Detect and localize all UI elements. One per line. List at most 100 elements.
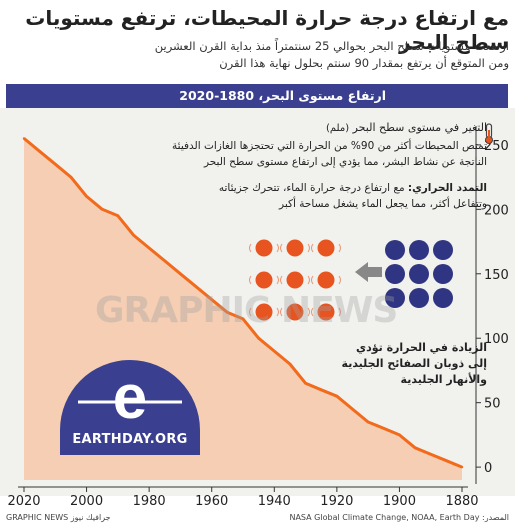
heat-line-2: الناتجة عن نشاط البشر، مما يؤدي إلى ارتف… (203, 156, 487, 168)
vibration-mark (249, 275, 279, 285)
subtitle-line-2: ومن المتوقع أن يرتفع بمقدار 90 سنتم بحلو… (219, 56, 509, 70)
y-tick-label: 200 (484, 203, 509, 218)
x-tick-label: 1920 (320, 494, 353, 509)
arrow-left-icon (355, 262, 382, 282)
credit: جرافيك نيوز GRAPHIC NEWS (6, 513, 111, 522)
hot-molecule (317, 271, 335, 289)
watermark: GRAPHIC NEWS (95, 290, 398, 331)
thermal-title: التمدد الحراري: (407, 182, 487, 194)
cold-molecule (409, 264, 429, 284)
hot-molecules (249, 239, 341, 321)
thermal-line-2: وتتفاعل أكثر، مما يجعل الماء يشغل مساحة … (279, 198, 487, 210)
data-point (445, 459, 448, 462)
vibration-mark (311, 275, 341, 285)
data-point (366, 420, 370, 424)
hot-molecule (286, 271, 304, 289)
data-point (69, 175, 73, 179)
x-tick-label: 1880 (445, 494, 478, 509)
vibration-mark (311, 243, 341, 253)
cold-molecule (409, 288, 429, 308)
data-point (304, 382, 307, 385)
cold-molecule (433, 240, 453, 260)
data-point (38, 150, 41, 153)
vibration-mark (280, 243, 310, 253)
page-title: مع ارتفاع درجة حرارة المحيطات، ترتفع مست… (25, 6, 509, 54)
data-point (85, 195, 88, 198)
heat-line-1: تمتص المحيطات أكثر من 90% من الحرارة الت… (172, 140, 487, 152)
ice-line-3: والأنهار الجليدية (400, 373, 487, 386)
data-point (163, 259, 166, 263)
hot-molecule (255, 239, 273, 257)
svg-text:e: e (113, 363, 147, 432)
data-point (179, 272, 182, 275)
y-tick-label: 150 (484, 268, 509, 283)
hot-molecule (255, 303, 273, 321)
x-tick-label: 2000 (70, 494, 103, 509)
data-point (241, 317, 245, 321)
earthday-logo: e (60, 360, 200, 455)
x-tick-label: 1900 (383, 494, 416, 509)
y-tick-label: 50 (484, 397, 501, 412)
data-point (226, 311, 229, 314)
vibration-mark (249, 243, 279, 253)
subtitle-line-1: ارتفعت مستويات سطح البحر بحوالي 25 سنتمت… (154, 39, 509, 53)
cold-molecule (409, 240, 429, 260)
y-tick-label: 0 (484, 461, 492, 476)
cold-molecule (433, 264, 453, 284)
subtitle: ارتفعت مستويات سطح البحر بحوالي 25 سنتمت… (29, 38, 509, 72)
footer (0, 508, 515, 527)
data-point (194, 285, 198, 288)
vibration-mark (280, 307, 310, 317)
y-tick-label: 100 (484, 332, 509, 347)
cold-molecule (433, 288, 453, 308)
cold-molecules (385, 240, 453, 308)
data-point (147, 246, 151, 250)
ice-line-1: الزيادة في الحرارة تؤدي (356, 341, 487, 354)
x-tick-label: 1960 (195, 494, 228, 509)
data-point (210, 298, 213, 301)
hot-molecule (317, 303, 335, 321)
data-point (273, 349, 276, 353)
data-point (335, 395, 339, 398)
thermal-line-1: مع ارتفاع درجة حرارة الماء، تتحرك جزيئات… (218, 182, 408, 194)
data-point (398, 433, 401, 437)
axis-unit: (ملم) (325, 123, 350, 134)
hot-molecule (286, 303, 304, 321)
ice-annotation: الزيادة في الحرارة تؤدي إلى ذوبان الصفائ… (287, 340, 487, 388)
hot-molecule (286, 239, 304, 257)
x-tick-label: 1980 (133, 494, 166, 509)
data-point (460, 465, 464, 469)
vibration-mark (280, 275, 310, 285)
chart-title: ارتفاع مستوى البحر، 1880-2020 (179, 88, 386, 103)
data-point (429, 453, 432, 456)
cold-molecule (385, 264, 405, 284)
data-point (116, 214, 120, 217)
data-point (382, 427, 385, 430)
earthday-logo-text: EARTHDAY.ORG (72, 432, 188, 447)
data-point (54, 163, 57, 166)
vibration-mark (311, 307, 341, 317)
chart-title-bar: ارتفاع مستوى البحر، 1880-2020 (6, 84, 508, 108)
ice-line-2: إلى ذوبان الصفائح الجليدية (341, 357, 487, 370)
axis-label: التغير في مستوى سطح البحر (ملم) (326, 120, 487, 137)
cold-molecule (385, 240, 405, 260)
x-tick-label: 2020 (7, 494, 40, 509)
hot-molecule (255, 271, 273, 289)
data-point (320, 388, 323, 391)
thermometer-icon (485, 123, 493, 144)
data-point (351, 407, 354, 411)
data-point (288, 362, 292, 366)
data-point (132, 233, 135, 237)
data-point (413, 446, 417, 449)
hot-molecule (317, 239, 335, 257)
data-point (257, 337, 260, 340)
data-point (22, 137, 26, 140)
vibration-mark (249, 307, 279, 317)
x-axis: 2020 2000 1980 1960 1940 1920 1900 1880 (7, 486, 479, 509)
x-tick-label: 1940 (258, 494, 291, 509)
source: المصدر: NASA Global Climate Change, NOAA… (289, 513, 509, 522)
data-point (101, 208, 104, 211)
heat-annotation: تمتص المحيطات أكثر من 90% من الحرارة الت… (157, 138, 487, 170)
